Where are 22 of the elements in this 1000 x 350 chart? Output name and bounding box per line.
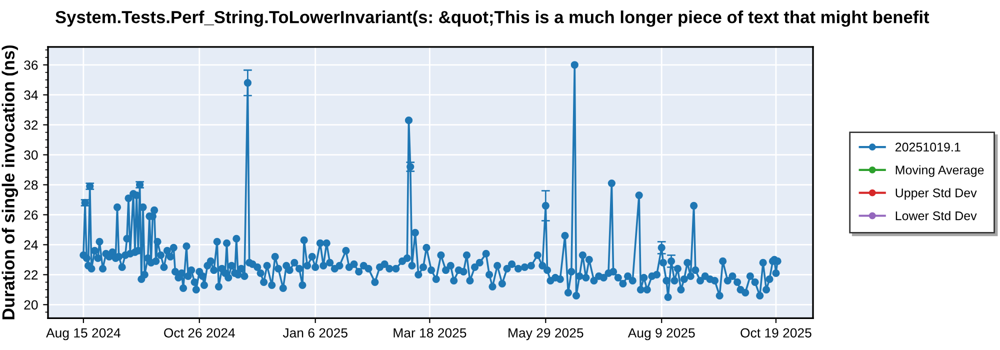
x-tick-label: Jan 6 2025 [282, 328, 348, 338]
x-tick-label: May 29 2025 [508, 328, 584, 340]
y-tick-label: 24 [24, 240, 38, 250]
y-tick-label: 22 [24, 270, 38, 280]
legend-label: Moving Average [896, 165, 984, 177]
y-tick-label: 36 [24, 60, 38, 70]
chart-title: System.Tests.Perf_String.ToLowerInvariant(s: &quot;This is a much longer piece of text that might benefit [56, 10, 930, 27]
legend-label: Upper Std Dev [896, 188, 977, 200]
x-tick-label: Aug 15 2024 [46, 328, 120, 340]
y-tick-label: 28 [24, 180, 38, 190]
y-tick-label: 32 [24, 120, 38, 130]
x-tick-label: Aug 9 2025 [628, 328, 695, 340]
legend-label: Lower Std Dev [896, 211, 977, 220]
y-tick-label: 30 [24, 150, 38, 160]
x-tick-label: Oct 26 2024 [164, 328, 235, 338]
x-tick-label: Mar 18 2025 [394, 328, 466, 338]
y-tick-label: 20 [24, 300, 38, 310]
y-tick-label: 26 [24, 210, 38, 220]
x-tick-label: Oct 19 2025 [740, 328, 812, 338]
legend-label: 20251019.1 [895, 142, 960, 152]
y-tick-label: 34 [24, 90, 38, 100]
y-axis-title: Duration of single invocation (ns) [2, 45, 18, 320]
